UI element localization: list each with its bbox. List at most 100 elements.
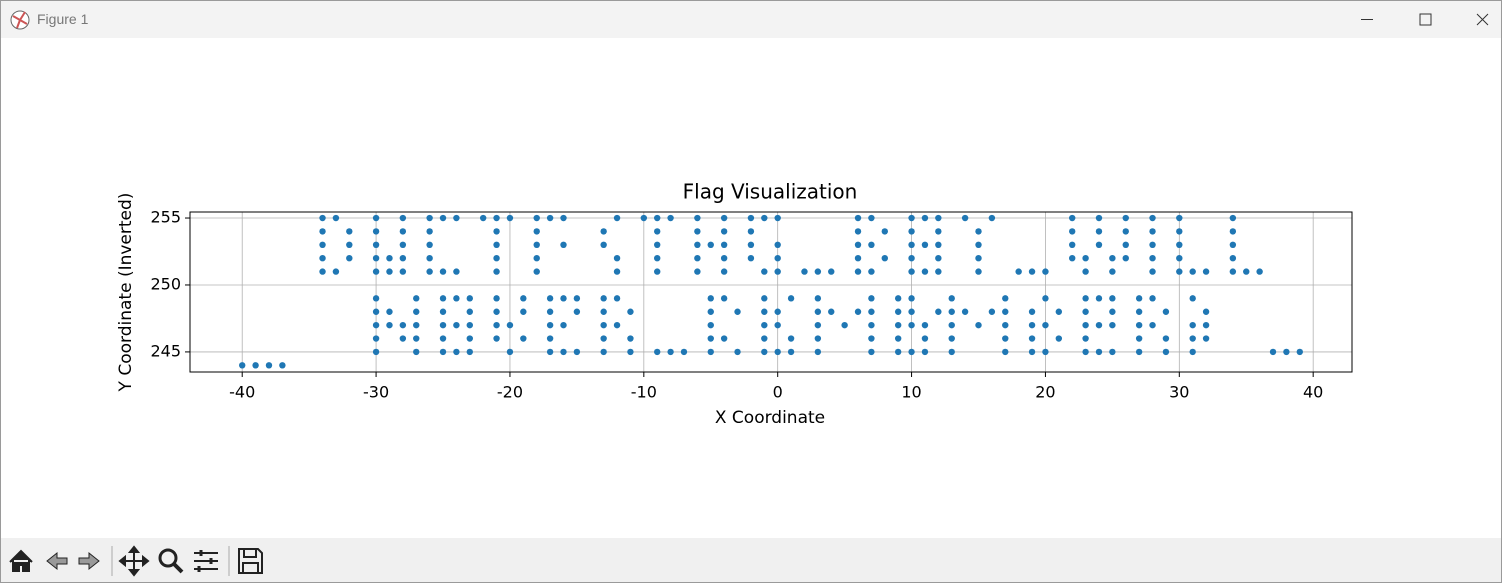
point: [466, 321, 473, 329]
point: [894, 295, 902, 302]
point: [1202, 268, 1210, 275]
point: [1095, 348, 1103, 356]
close-button[interactable]: [1476, 13, 1489, 26]
point: [908, 214, 915, 222]
point: [533, 228, 540, 235]
point: [1149, 214, 1156, 222]
point: [908, 228, 915, 235]
x-tick-label: 10: [901, 383, 921, 402]
point: [560, 348, 567, 356]
chart-title: Flag Visualization: [683, 180, 858, 204]
point: [319, 268, 326, 275]
point: [1095, 321, 1103, 329]
point: [1082, 308, 1089, 315]
point: [894, 321, 902, 329]
point: [868, 335, 875, 342]
point: [506, 348, 514, 356]
point: [1002, 335, 1009, 342]
point: [493, 254, 500, 262]
point: [546, 348, 554, 356]
point: [774, 254, 781, 262]
point: [1095, 295, 1103, 302]
point: [1122, 241, 1129, 249]
pan-button[interactable]: [118, 545, 150, 577]
point: [613, 268, 621, 275]
point: [1135, 295, 1143, 302]
point: [372, 321, 380, 329]
point: [720, 214, 728, 222]
point: [640, 214, 648, 222]
maximize-button[interactable]: [1419, 13, 1432, 26]
x-tick-label: 40: [1303, 383, 1323, 402]
point: [961, 214, 969, 222]
forward-button[interactable]: [78, 551, 100, 571]
point: [1229, 254, 1237, 262]
point: [560, 295, 567, 302]
point: [1055, 335, 1063, 342]
point: [1042, 321, 1049, 329]
point: [894, 335, 902, 342]
point: [546, 295, 554, 302]
x-tick-label: -30: [363, 383, 389, 402]
point: [319, 241, 326, 249]
point: [774, 308, 781, 315]
point: [654, 214, 661, 222]
point: [868, 308, 875, 315]
point: [1042, 268, 1049, 275]
point: [694, 214, 701, 222]
point: [1095, 228, 1103, 235]
point: [694, 241, 701, 249]
point: [600, 335, 607, 342]
point: [493, 268, 500, 275]
point: [761, 348, 768, 356]
point: [372, 241, 380, 249]
home-button[interactable]: [9, 549, 33, 572]
point: [948, 348, 955, 356]
point: [439, 214, 447, 222]
point: [386, 254, 393, 262]
point: [908, 241, 915, 249]
point: [1229, 228, 1237, 235]
save-button[interactable]: [238, 548, 263, 574]
point: [426, 228, 433, 235]
point: [707, 308, 714, 315]
point: [1082, 321, 1089, 329]
point: [921, 268, 929, 275]
point: [1149, 228, 1156, 235]
point: [814, 348, 822, 356]
point: [1109, 348, 1116, 356]
point: [439, 335, 447, 342]
point: [921, 348, 929, 356]
point: [1189, 268, 1196, 275]
point: [908, 348, 915, 356]
point: [654, 241, 661, 249]
point: [868, 241, 875, 249]
point: [520, 308, 527, 315]
point: [600, 308, 607, 315]
back-button[interactable]: [46, 551, 68, 571]
point: [841, 321, 848, 329]
point: [600, 228, 607, 235]
point: [426, 241, 433, 249]
point: [453, 348, 460, 356]
point: [1028, 335, 1036, 342]
point: [426, 268, 433, 275]
point: [667, 214, 674, 222]
point: [654, 228, 661, 235]
point: [881, 254, 888, 262]
point: [1162, 335, 1170, 342]
point: [975, 268, 982, 275]
zoom-button[interactable]: [158, 548, 178, 568]
point: [332, 268, 340, 275]
point: [654, 254, 661, 262]
point: [1069, 228, 1076, 235]
point: [1028, 321, 1036, 329]
point: [720, 335, 728, 342]
point: [600, 295, 607, 302]
point: [1082, 254, 1089, 262]
point: [1069, 254, 1076, 262]
point: [814, 295, 822, 302]
point: [1229, 241, 1237, 249]
y-axis-label: Y Coordinate (Inverted): [116, 193, 136, 393]
point: [1135, 308, 1143, 315]
